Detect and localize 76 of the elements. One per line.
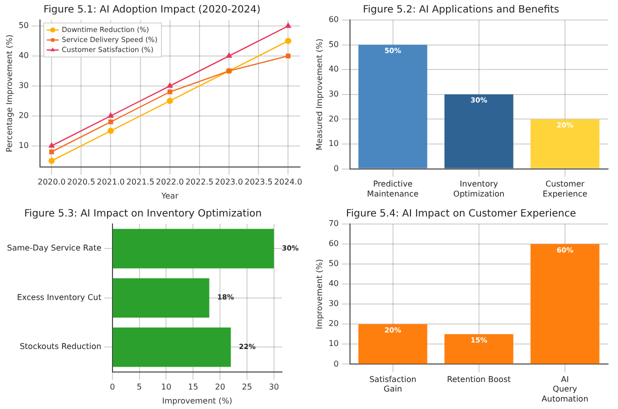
y-axis-title: Percentage Improvement (%) <box>4 34 14 152</box>
y-tick-label: 50 <box>328 40 339 49</box>
x-tick-label: 2021.0 <box>96 178 125 187</box>
x-tick-label: 20 <box>214 382 226 392</box>
x-tick-label: Predictive Maintenance <box>367 180 419 198</box>
y-tick-label: 50 <box>18 21 29 30</box>
x-tick-label: Retention Boost <box>447 375 511 384</box>
x-tick-label: 2022.0 <box>156 178 184 187</box>
x-tick-label: Customer Experience <box>542 180 588 198</box>
y-tick-label: Stockouts Reduction <box>20 342 102 352</box>
y-tick-label: 20 <box>18 110 29 120</box>
bar <box>444 334 514 364</box>
x-tick-label: 2024.0 <box>274 178 302 187</box>
chart-title: Figure 5.2: AI Applications and Benefits <box>362 4 560 16</box>
y-tick-label: 70 <box>328 219 339 228</box>
x-tick-label: 2023.0 <box>215 178 244 187</box>
y-tick-label: 0 <box>334 359 339 368</box>
bar <box>358 44 428 168</box>
bar <box>112 327 231 367</box>
chart-title: Figure 5.4: AI Impact on Customer Experience <box>346 208 576 220</box>
bar <box>112 278 210 318</box>
y-tick-label: 0 <box>334 164 339 173</box>
x-tick-label: 2020.5 <box>67 178 96 187</box>
x-axis-title: Improvement (%) <box>162 396 232 406</box>
point <box>48 142 54 148</box>
point <box>168 90 172 94</box>
bar <box>112 228 274 268</box>
point <box>108 112 114 118</box>
point <box>285 22 291 28</box>
y-tick-label: Same-Day Service Rate <box>7 244 102 253</box>
y-tick-label: 60 <box>328 15 339 24</box>
y-tick-label: 50 <box>328 259 339 268</box>
x-tick-label: AI Query Automation <box>542 375 588 404</box>
point <box>285 38 292 44</box>
x-tick-label: 2022.5 <box>185 178 214 187</box>
point <box>226 52 232 58</box>
x-tick-label: 10 <box>161 382 172 392</box>
point <box>167 82 173 88</box>
x-tick-label: Inventory Optimization <box>453 180 504 198</box>
chart-title: Figure 5.1: AI Adoption Impact (2020-2024) <box>43 4 261 16</box>
y-tick-label: 10 <box>18 140 29 150</box>
y-tick-label: 20 <box>328 319 339 328</box>
y-tick-label: 30 <box>328 89 339 98</box>
point <box>286 54 291 58</box>
y-tick-label: 30 <box>18 80 29 90</box>
y-tick-label: 40 <box>18 51 29 60</box>
y-tick-label: 10 <box>328 339 339 348</box>
x-tick-label: 2021.5 <box>126 178 154 187</box>
x-tick-label: 5 <box>136 382 142 392</box>
point <box>108 119 114 124</box>
x-tick-label: 0 <box>110 382 115 392</box>
y-axis-title: Measured Improvement (%) <box>314 38 324 150</box>
y-tick-label: 10 <box>328 139 339 148</box>
x-tick-label: 2020.0 <box>38 178 66 187</box>
y-tick-label: 40 <box>328 279 339 288</box>
y-tick-label: 30 <box>328 299 339 308</box>
bar <box>530 119 600 168</box>
x-tick-label: Satisfaction Gain <box>369 375 416 394</box>
x-tick-label: 2023.5 <box>244 178 273 187</box>
x-axis-title: Year <box>160 191 180 200</box>
x-tick-label: 30 <box>268 382 280 392</box>
y-tick-label: 20 <box>328 114 339 124</box>
bar <box>358 324 428 364</box>
y-tick-label: 40 <box>328 64 339 74</box>
point <box>48 158 55 164</box>
y-tick-label: Excess Inventory Cut <box>16 292 102 302</box>
point <box>108 128 114 134</box>
x-tick-label: 15 <box>188 382 198 392</box>
x-tick-label: 25 <box>242 382 252 392</box>
y-tick-label: 60 <box>328 239 339 248</box>
bar <box>444 94 514 168</box>
bar <box>530 244 600 364</box>
point <box>49 149 54 154</box>
chart-title: Figure 5.3: AI Impact on Inventory Optimization <box>24 208 262 220</box>
y-axis-title: Improvement (%) <box>314 259 324 330</box>
point <box>166 98 173 104</box>
